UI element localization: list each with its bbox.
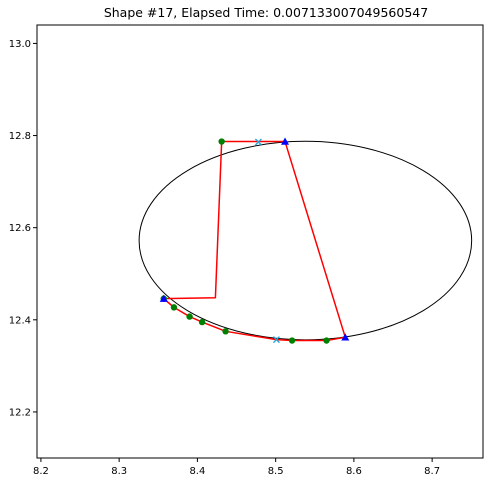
cross-point: [272, 336, 280, 344]
x-tick-label: 8.5: [268, 466, 284, 477]
y-tick-label: 13.0: [9, 39, 31, 50]
green-point: [170, 304, 178, 311]
y-axis: 12.2 12.4 12.6 12.8 13.0: [9, 39, 37, 418]
chart-title: Shape #17, Elapsed Time: 0.0071330070495…: [104, 5, 428, 20]
x-tick-label: 8.2: [33, 466, 49, 477]
green-point: [218, 138, 225, 145]
green-point: [323, 337, 330, 344]
blue-triangle-point: [281, 137, 290, 145]
cross-point: [254, 138, 262, 146]
y-tick-label: 12.2: [9, 407, 31, 418]
x-tick-label: 8.7: [424, 466, 440, 477]
plot-area: 8.2 8.3 8.4 8.5 8.6 8.7 12.2 12.4 12.6 12.8 13.0: [9, 24, 484, 477]
y-tick-label: 12.8: [9, 131, 31, 142]
green-point: [288, 337, 296, 344]
green-point: [186, 313, 193, 320]
green-point: [198, 318, 206, 326]
y-tick-label: 12.6: [9, 223, 31, 234]
x-axis: 8.2 8.3 8.4 8.5 8.6 8.7: [33, 458, 440, 477]
cross-stroke: [254, 138, 262, 146]
marker-layer: [159, 137, 350, 344]
blue-triangle-point: [341, 333, 350, 341]
x-tick-label: 8.3: [111, 466, 127, 477]
blue-triangle-point: [159, 294, 168, 302]
cross-stroke: [272, 336, 280, 344]
y-tick-label: 12.4: [9, 315, 31, 326]
axes-frame: [36, 24, 484, 459]
green-point: [222, 328, 229, 335]
x-tick-label: 8.4: [189, 466, 205, 477]
x-tick-label: 8.6: [346, 466, 362, 477]
